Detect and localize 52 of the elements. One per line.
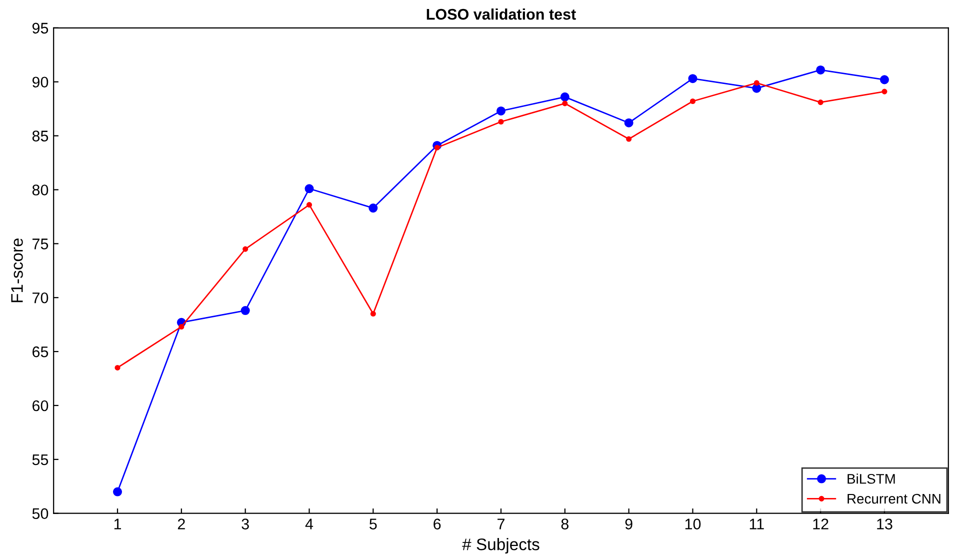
point — [306, 202, 312, 208]
point — [688, 74, 698, 84]
y-tick-label: 70 — [32, 292, 48, 304]
point — [816, 65, 826, 74]
y-tick-label: 80 — [32, 184, 48, 196]
x-tick-label: 13 — [877, 518, 892, 530]
y-axis-title: F1-score — [11, 238, 23, 302]
x-tick-label: 6 — [434, 518, 441, 530]
y-tick-label: 95 — [32, 22, 48, 34]
point — [560, 92, 570, 102]
x-tick-label: 5 — [370, 518, 377, 530]
x-tick-label: 1 — [114, 518, 122, 530]
point — [498, 118, 504, 125]
point — [434, 144, 440, 150]
point — [368, 204, 378, 213]
point — [880, 75, 889, 84]
x-tick-label: 12 — [813, 518, 828, 530]
point — [752, 84, 762, 93]
y-tick-label: 65 — [32, 346, 48, 358]
x-tick-label: 4 — [305, 518, 314, 530]
x-tick-label: 7 — [498, 518, 504, 530]
y-tick-label: 90 — [32, 76, 48, 88]
point — [818, 100, 824, 106]
y-tick-label: 55 — [32, 454, 48, 466]
y-tick-label: 75 — [32, 238, 48, 250]
point — [882, 88, 888, 94]
point — [562, 100, 568, 106]
point — [624, 118, 634, 128]
point — [754, 80, 760, 86]
x-tick-label: 9 — [625, 518, 632, 530]
point — [178, 324, 184, 330]
point — [240, 306, 250, 316]
x-axis-title: # Subjects — [462, 538, 540, 554]
y-tick-label: 50 — [32, 508, 48, 520]
legend-label: BiLSTM — [848, 474, 895, 484]
y-tick-label: 60 — [32, 400, 48, 412]
point — [496, 106, 506, 116]
legend-label: Recurrent CNN — [848, 494, 940, 504]
point — [370, 311, 376, 317]
point — [626, 136, 632, 142]
point — [690, 98, 696, 104]
x-tick-label: 11 — [750, 518, 764, 530]
x-tick-label: 2 — [178, 518, 185, 530]
y-tick-label: 85 — [32, 130, 48, 142]
point — [304, 184, 314, 194]
x-tick-label: 10 — [685, 518, 701, 530]
point — [114, 364, 120, 370]
chart-title: LOSO validation test — [426, 8, 576, 20]
point — [112, 487, 122, 496]
point — [242, 246, 248, 252]
x-tick-label: 3 — [242, 518, 249, 530]
x-tick-label: 8 — [561, 518, 568, 530]
